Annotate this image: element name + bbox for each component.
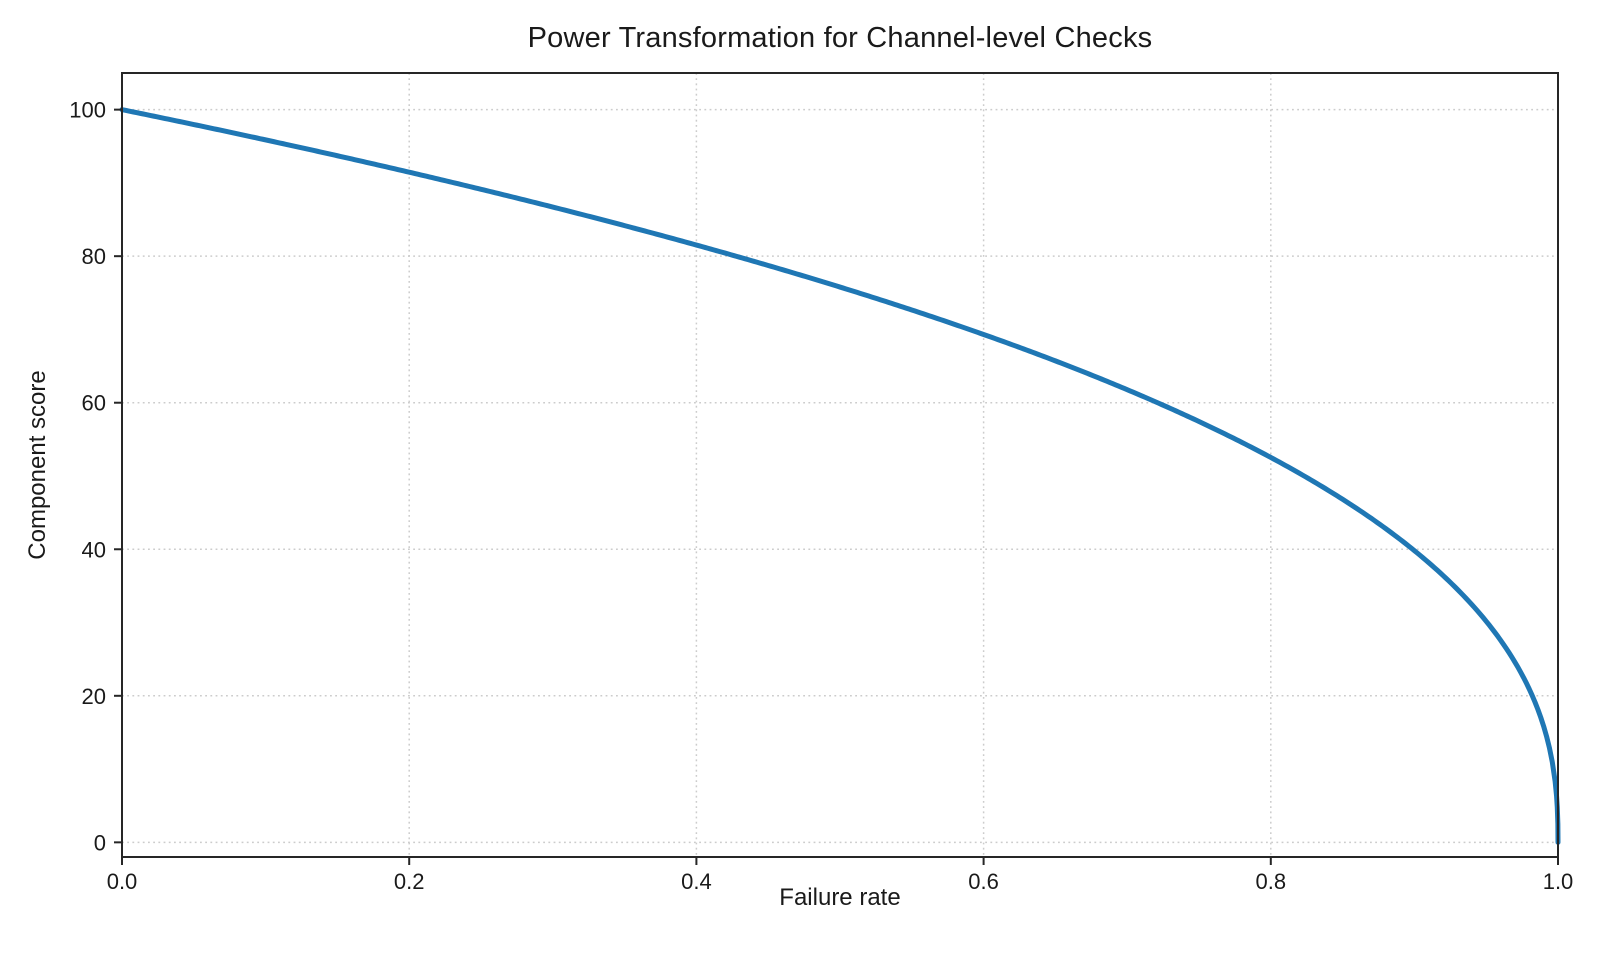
y-tick-label: 100 — [69, 98, 106, 123]
x-tick-label: 0.8 — [1256, 869, 1287, 894]
y-tick-label: 40 — [82, 537, 106, 562]
y-tick-label: 80 — [82, 244, 106, 269]
x-tick-label: 0.6 — [968, 869, 999, 894]
x-axis-label: Failure rate — [779, 884, 901, 911]
chart-title: Power Transformation for Channel-level C… — [527, 22, 1153, 54]
component-score-power-curve — [119, 107, 1561, 845]
y-tick-label: 0 — [94, 830, 106, 855]
y-tick-label: 60 — [82, 391, 106, 416]
x-tick-label: 0.2 — [394, 869, 425, 894]
x-tick-label: 0.4 — [681, 869, 712, 894]
axes-frame — [121, 72, 1559, 858]
x-tick-label: 0.0 — [107, 869, 138, 894]
y-tick-label: 20 — [82, 684, 106, 709]
x-tick-label: 1.0 — [1543, 869, 1574, 894]
